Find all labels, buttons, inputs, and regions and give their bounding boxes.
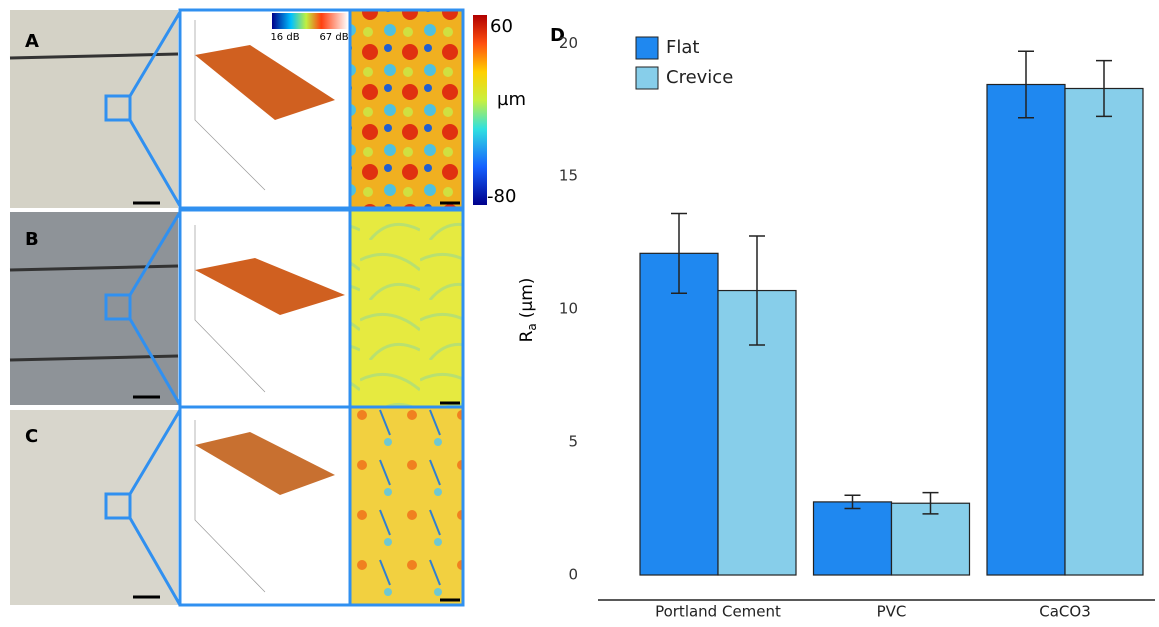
legend-swatch — [635, 36, 659, 60]
image-panels: 16 dB 67 dB 60 µm -80 A B C — [9, 8, 526, 607]
frames — [178, 8, 465, 607]
error-bar — [922, 491, 939, 515]
scale-bars — [133, 201, 460, 602]
y-tick-label: 5 — [568, 433, 578, 451]
y-label-unit: (µm) — [517, 278, 537, 319]
bar — [1064, 87, 1144, 576]
bar — [812, 501, 893, 576]
colorbar-label: -80 — [487, 186, 516, 207]
error-bar — [749, 235, 765, 346]
legend-label: Flat — [666, 37, 699, 58]
error-bar — [1018, 50, 1034, 119]
surface-3d — [194, 20, 345, 593]
y-label-main: R — [517, 330, 537, 342]
x-tick-label: Portland Cement — [655, 603, 781, 621]
bar — [639, 252, 719, 576]
colorbar-label: 60 — [490, 16, 513, 37]
panel-label: C — [25, 426, 38, 447]
x-tick-label: PVC — [877, 603, 907, 621]
y-label-sub: a — [525, 323, 539, 330]
intensity-label: 67 dB — [319, 32, 348, 43]
intensity-bar — [272, 13, 348, 29]
photo — [10, 212, 178, 405]
intensity-label: 16 dB — [270, 32, 299, 43]
legend-swatch — [635, 66, 659, 90]
error-bar — [671, 212, 687, 294]
panel-label: A — [25, 31, 39, 52]
y-tick-label: 20 — [559, 34, 578, 52]
bar — [890, 502, 971, 576]
colorbar-label: µm — [497, 89, 526, 110]
error-bar — [1096, 59, 1112, 118]
y-axis-label: Ra (µm) — [517, 278, 539, 343]
y-tick-label: 0 — [568, 566, 578, 584]
photo — [10, 410, 178, 605]
y-tick-label: 15 — [559, 167, 578, 185]
panel-label: D — [550, 25, 565, 46]
y-tick-label: 10 — [559, 300, 578, 318]
crevices — [9, 52, 179, 362]
error-bar — [844, 494, 861, 510]
photo — [10, 10, 178, 208]
panel-label: B — [25, 229, 39, 250]
colorbar — [473, 15, 487, 205]
legend-label: Crevice — [666, 67, 733, 88]
x-tick-label: CaCO3 — [1039, 603, 1091, 621]
bar — [986, 83, 1066, 576]
zoom-boxes — [104, 11, 182, 606]
